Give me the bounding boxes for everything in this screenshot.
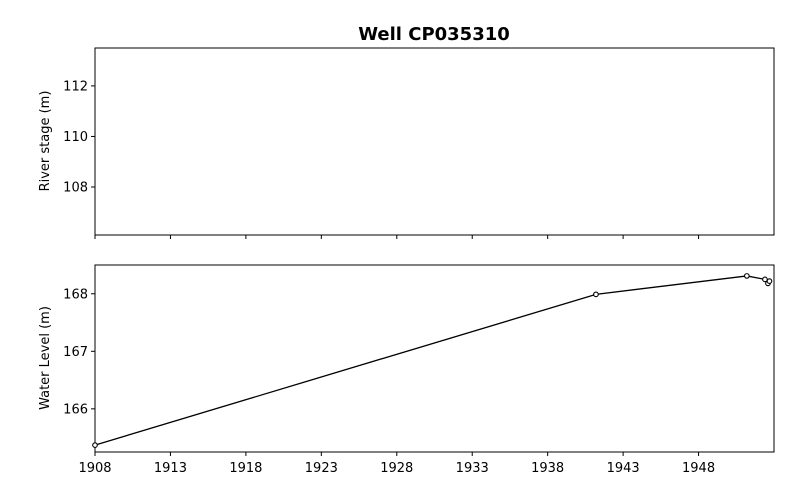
chart-title: Well CP035310: [358, 24, 510, 45]
water-data-point: [593, 291, 599, 298]
x-tick-label: 1918: [229, 461, 262, 476]
water-level-plot-area: [94, 264, 775, 453]
x-tick-label: 1938: [531, 461, 564, 476]
river-y-tick-label: 108: [63, 180, 88, 195]
river-y-tick-label: 110: [63, 130, 88, 145]
x-tick-label: 1928: [380, 461, 413, 476]
x-tick-label: 1943: [607, 461, 640, 476]
water-level-series: [92, 273, 773, 448]
x-tick-label: 1933: [456, 461, 489, 476]
x-tick-label: 1923: [305, 461, 338, 476]
water-data-point: [92, 442, 98, 448]
river-stage-x-ticks: [94, 235, 700, 239]
water-level-y-ticks: 166 167 168: [63, 287, 95, 417]
river-y-tick-label: 112: [63, 79, 88, 94]
water-series-line: [94, 275, 771, 446]
water-level-y-label: Water Level (m): [38, 306, 53, 410]
river-stage-panel: 108 110 112 River stage (m): [38, 47, 775, 239]
water-y-tick-label: 166: [63, 402, 88, 417]
water-data-point: [743, 273, 750, 279]
x-tick-label: 1948: [682, 461, 715, 476]
x-tick-label: 1913: [154, 461, 187, 476]
river-stage-y-ticks: 108 110 112: [63, 79, 95, 195]
water-level-x-ticks: 1908 1913 1918 1923 1928 1933 1938 1943 1948: [78, 452, 715, 476]
water-y-tick-label: 168: [63, 287, 88, 302]
river-stage-plot-area: [94, 47, 775, 236]
river-stage-y-label: River stage (m): [38, 91, 53, 192]
water-data-point: [766, 278, 773, 284]
x-tick-label: 1908: [78, 461, 111, 476]
water-y-tick-label: 167: [63, 345, 88, 360]
